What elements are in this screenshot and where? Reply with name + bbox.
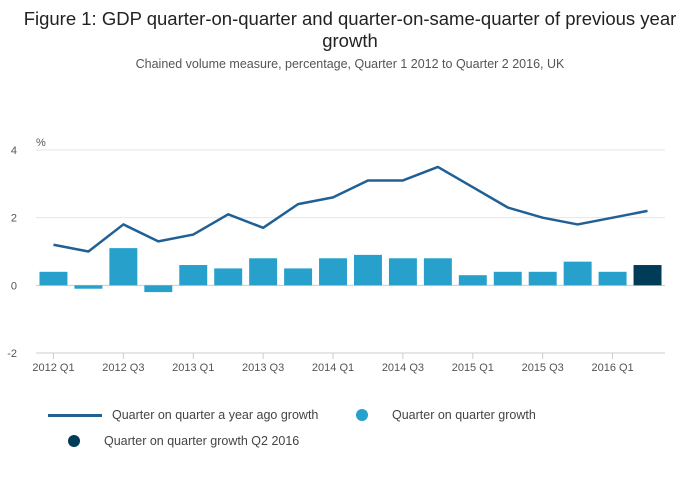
legend-line-swatch	[48, 413, 102, 417]
bar	[353, 254, 382, 286]
bar	[39, 271, 68, 286]
bar	[633, 265, 662, 286]
x-tick-label: 2013 Q1	[172, 362, 214, 374]
series-line	[53, 165, 648, 253]
bar	[528, 271, 557, 286]
y-tick-label: 2	[11, 213, 17, 225]
legend-item-qoq-q2-2016[interactable]: Quarter on quarter growth Q2 2016	[68, 434, 299, 448]
bar	[74, 285, 103, 289]
legend-item-yoy[interactable]: Quarter on quarter a year ago growth	[48, 408, 318, 422]
x-tick-label: 2013 Q3	[242, 362, 284, 374]
x-tick-label: 2016 Q1	[591, 362, 633, 374]
bar	[144, 285, 173, 293]
x-tick-label: 2012 Q3	[102, 362, 144, 374]
bar	[284, 268, 313, 286]
legend-label: Quarter on quarter a year ago growth	[112, 408, 319, 422]
legend-dot-swatch	[68, 435, 80, 447]
bar	[249, 258, 278, 286]
x-tick-label: 2012 Q1	[32, 362, 74, 374]
bar	[388, 258, 417, 286]
bar	[109, 248, 138, 286]
bar	[214, 268, 243, 286]
legend-item-qoq[interactable]: Quarter on quarter growth	[356, 408, 536, 422]
x-tick-label: 2015 Q1	[452, 362, 494, 374]
y-tick-label: -2	[7, 348, 17, 360]
bar	[493, 271, 522, 286]
bar	[423, 258, 452, 286]
chart-subtitle: Chained volume measure, percentage, Quar…	[135, 57, 565, 71]
bar	[179, 265, 208, 286]
y-axis-unit-label: %	[36, 137, 46, 149]
bar	[563, 261, 592, 286]
x-tick-label: 2015 Q3	[522, 362, 564, 374]
bar	[319, 258, 348, 286]
x-tick-label: 2014 Q1	[312, 362, 354, 374]
bar	[458, 275, 487, 286]
bar	[598, 271, 627, 286]
y-tick-label: 4	[11, 145, 17, 157]
y-tick-label: 0	[11, 280, 17, 292]
legend-label: Quarter on quarter growth	[392, 408, 536, 422]
x-tick-label: 2014 Q3	[382, 362, 424, 374]
chart-title: Figure 1: GDP quarter-on-quarter and qua…	[23, 8, 677, 51]
legend-label: Quarter on quarter growth Q2 2016	[104, 434, 300, 448]
legend-dot-swatch	[356, 409, 368, 421]
